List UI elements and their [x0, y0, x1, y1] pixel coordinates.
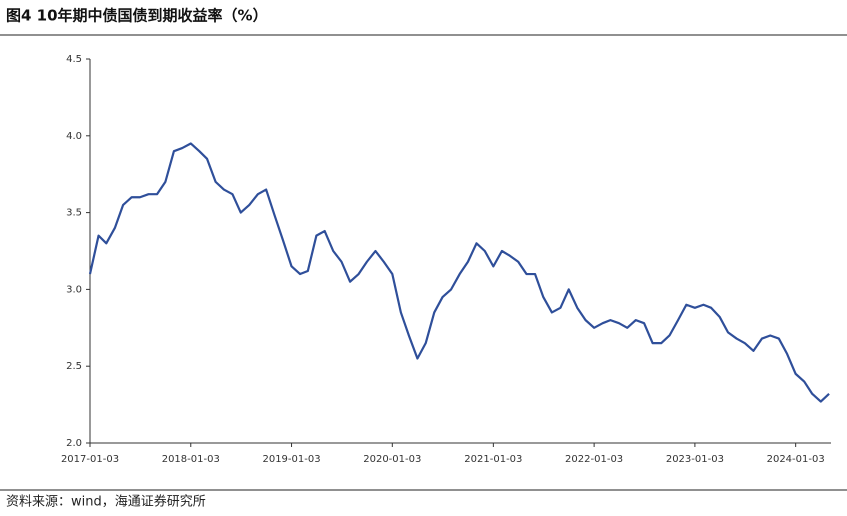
x-tick-label: 2020-01-03 [363, 454, 421, 465]
y-tick-label: 2.5 [66, 361, 82, 372]
chart-title: 图4 10年期中债国债到期收益率（%） [6, 7, 268, 25]
x-tick-label: 2023-01-03 [666, 454, 724, 465]
y-tick-label: 2.0 [66, 438, 82, 449]
x-tick-label: 2024-01-03 [767, 454, 825, 465]
y-tick-label: 3.0 [66, 284, 82, 295]
line-series [88, 142, 830, 403]
x-tick-label: 2021-01-03 [464, 454, 522, 465]
x-tick-label: 2019-01-03 [262, 454, 320, 465]
y-tick-label: 4.0 [66, 131, 82, 142]
x-tick-label: 2018-01-03 [162, 454, 220, 465]
x-tick-label: 2022-01-03 [565, 454, 623, 465]
y-tick-label: 4.5 [66, 54, 82, 65]
source-note: 资料来源：wind，海通证券研究所 [6, 494, 206, 510]
y-tick-label: 3.5 [66, 208, 82, 219]
x-tick-label: 2017-01-03 [61, 454, 119, 465]
